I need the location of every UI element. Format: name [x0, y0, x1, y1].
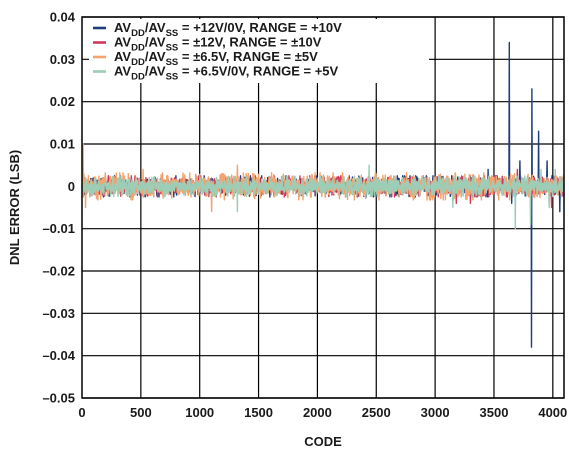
- y-tick-label: –0.02: [42, 264, 75, 279]
- y-tick-label: –0.03: [42, 306, 75, 321]
- y-tick-label: 0: [68, 179, 75, 194]
- x-tick-label: 0: [78, 405, 85, 420]
- series-layer: [81, 41, 565, 348]
- x-tick-label: 3000: [421, 405, 450, 420]
- legend-entry-3: AVDD/AVSS = ±6.5V, RANGE = ±5V: [114, 49, 318, 68]
- x-tick-label: 2000: [303, 405, 332, 420]
- x-tick-label: 500: [130, 405, 152, 420]
- legend-entry-1: AVDD/AVSS = +12V/0V, RANGE = +10V: [114, 20, 342, 39]
- y-tick-label: –0.04: [42, 348, 75, 363]
- x-tick-label: 2500: [362, 405, 391, 420]
- y-tick-labels: –0.05 –0.04 –0.03 –0.02 –0.01 0 0.01 0.02 0.03 0.…: [42, 10, 75, 406]
- y-tick-label: –0.01: [42, 221, 75, 236]
- x-tick-label: 4000: [538, 405, 567, 420]
- y-axis-label: DNL ERROR (LSB): [7, 150, 22, 265]
- x-tick-label: 1000: [185, 405, 214, 420]
- y-tick-label: 0.02: [50, 94, 75, 109]
- y-tick-label: 0.03: [50, 52, 75, 67]
- legend-entry-4: AVDD/AVSS = +6.5V/0V, RANGE = +5V: [114, 64, 339, 83]
- y-tick-label: –0.05: [42, 391, 75, 406]
- x-tick-label: 1500: [244, 405, 273, 420]
- y-tick-label: 0.04: [50, 10, 76, 25]
- legend: AVDD/AVSS = +12V/0V, RANGE = +10VAVDD/AV…: [89, 19, 429, 83]
- x-tick-labels: 0 500 1000 1500 2000 2500 3000 3500 4000: [78, 405, 567, 420]
- x-tick-label: 3500: [480, 405, 509, 420]
- y-tick-label: 0.01: [50, 137, 75, 152]
- legend-entry-2: AVDD/AVSS = ±12V, RANGE = ±10V: [114, 35, 322, 54]
- series-line-4: [81, 164, 565, 230]
- x-axis-label: CODE: [304, 434, 342, 449]
